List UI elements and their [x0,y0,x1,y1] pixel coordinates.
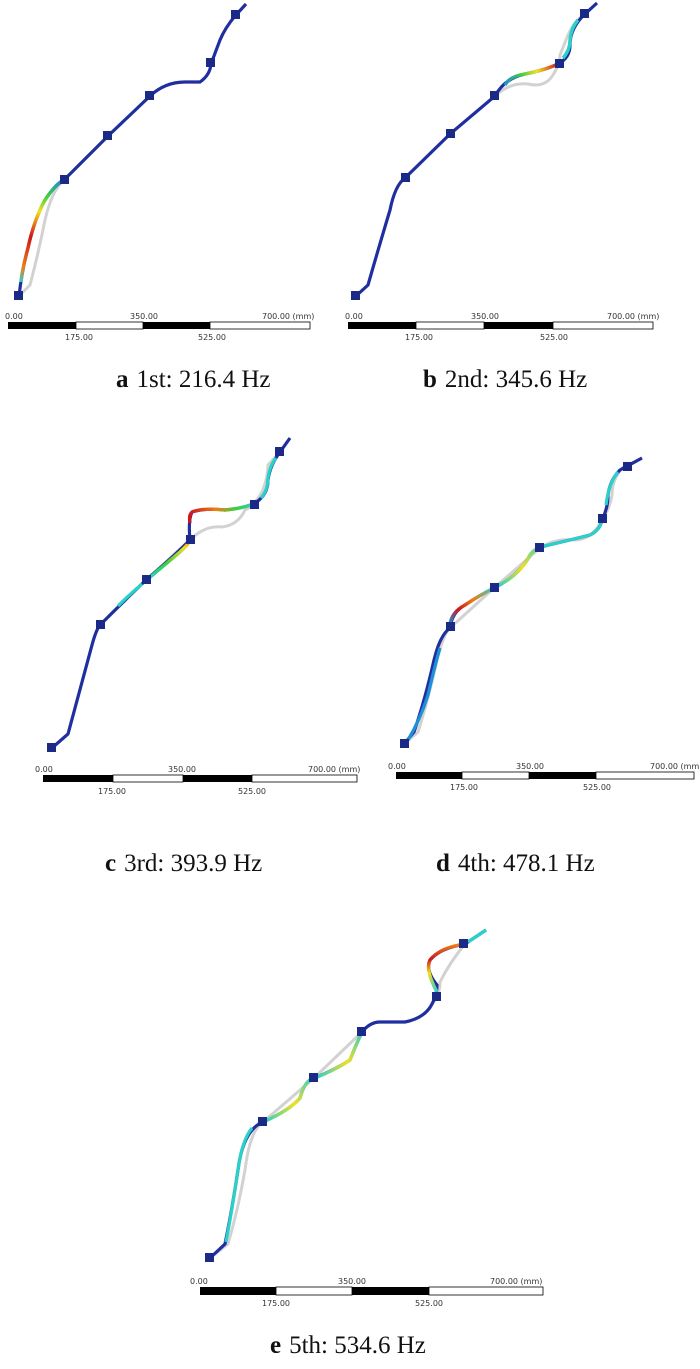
scale-label-0: 0.00 [35,765,53,774]
pipe-deformed [354,1,599,298]
scale-label-0: 0.00 [5,312,23,321]
pipe-deformation-contour-5 [467,928,487,944]
clamp-markers [47,447,284,752]
scale-sublabel-175: 175.00 [405,333,433,342]
undeformed-shape [51,437,292,750]
panel-caption: 1st: 216.4 Hz [136,366,271,393]
scale-sublabel-525: 525.00 [415,1299,443,1308]
scale-sublabel-175: 175.00 [450,783,478,792]
caption-b: b 2nd: 345.6 Hz [423,366,587,394]
panel-caption: 2nd: 345.6 Hz [444,366,588,393]
scale-label-700: 700.00 (mm) [490,1277,542,1286]
clamp-markers [351,9,589,300]
panel-c: 0.00 350.00 700.00 (mm) 175.00 525.00 [35,437,360,796]
panel-e: 0.00 350.00 700.00 (mm) 175.00 525.00 [190,928,544,1308]
clamp-markers [205,939,468,1262]
panel-letter: e [270,1332,282,1359]
pipe-deformed [50,437,292,750]
scale-label-0: 0.00 [345,312,363,321]
scale-bar: 0.00 350.00 700.00 (mm) 175.00 525.00 [388,762,700,792]
scale-label-350: 350.00 [130,312,158,321]
panel-letter: a [116,366,129,393]
panel-a: 0.00 350.00 700.00 (mm) 175.00 525.00 [5,2,314,342]
pipe-deformation-contour-5 [604,470,620,506]
undeformed-shape [209,928,487,1260]
scale-label-350: 350.00 [168,765,196,774]
scale-label-700: 700.00 (mm) [262,312,314,321]
pipe-deformation-contour-4 [224,1126,254,1243]
panel-letter: d [436,850,450,877]
scale-label-350: 350.00 [471,312,499,321]
scale-sublabel-525: 525.00 [540,333,568,342]
pipe-deformation-contour-3 [316,1031,364,1079]
panel-letter: c [105,850,117,877]
panel-caption: 5th: 534.6 Hz [289,1332,426,1359]
pipe-deformation-contour-2 [561,18,580,60]
clamp-markers [400,462,632,748]
scale-label-350: 350.00 [338,1277,366,1286]
caption-c: c 3rd: 393.9 Hz [105,850,262,878]
scale-bar: 0.00 350.00 700.00 (mm) 175.00 525.00 [35,765,360,796]
scale-sublabel-175: 175.00 [65,333,93,342]
pipe-deformation-contour [448,586,495,625]
caption-e: e 5th: 534.6 Hz [270,1332,426,1360]
scale-sublabel-175: 175.00 [98,787,126,796]
scale-bar: 0.00 350.00 700.00 (mm) 175.00 525.00 [5,312,314,342]
panel-letter: b [423,366,437,393]
pipe-deformation-contour [19,179,63,283]
scale-bar: 0.00 350.00 700.00 (mm) 175.00 525.00 [345,312,659,342]
pipe-deformation-contour [187,501,256,524]
scale-label-700: 700.00 (mm) [607,312,659,321]
clamp-markers [14,10,240,300]
panel-caption: 4th: 478.1 Hz [457,850,595,877]
caption-a: a 1st: 216.4 Hz [116,366,271,394]
undeformed-shape [17,2,248,298]
scale-label-350: 350.00 [516,762,544,771]
scale-label-0: 0.00 [388,762,406,771]
pipe-deformed [17,2,248,297]
scale-sublabel-525: 525.00 [238,787,266,796]
pipe-deformed [208,928,487,1260]
scale-label-700: 700.00 (mm) [308,765,360,774]
scale-sublabel-175: 175.00 [262,1299,290,1308]
panel-caption: 3rd: 393.9 Hz [124,850,263,877]
scale-label-700: 700.00 (mm) [650,762,700,771]
scale-bar: 0.00 350.00 700.00 (mm) 175.00 525.00 [190,1277,544,1308]
scale-label-0: 0.00 [190,1277,208,1286]
panel-b: 0.00 350.00 700.00 (mm) 175.00 525.00 [345,1,659,342]
pipe-deformation-contour-4 [259,456,278,500]
pipe-deformation-contour-4 [406,647,442,741]
scale-sublabel-525: 525.00 [583,783,611,792]
scale-sublabel-525: 525.00 [198,333,226,342]
pipe-deformation-contour-3 [116,582,144,608]
pipe-deformation-contour-3 [544,519,604,548]
caption-d: d 4th: 478.1 Hz [436,850,595,878]
pipe-deformation-contour [426,943,461,993]
pipe-deformation-contour [503,62,559,86]
panel-d: 0.00 350.00 700.00 (mm) 175.00 525.00 [388,456,700,792]
undeformed-shape [354,1,599,298]
